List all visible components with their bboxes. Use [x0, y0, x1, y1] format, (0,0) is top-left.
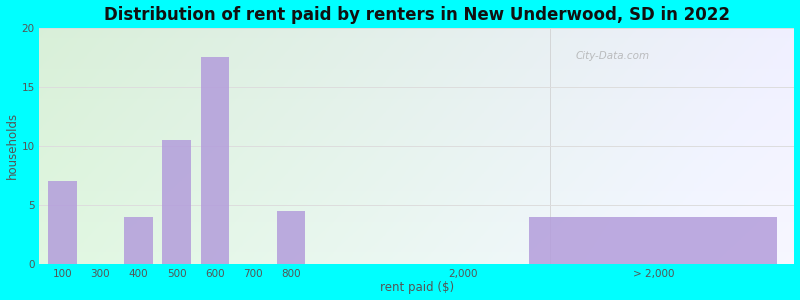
Bar: [201, 57, 229, 264]
X-axis label: rent paid ($): rent paid ($): [380, 281, 454, 294]
Text: City-Data.com: City-Data.com: [575, 51, 650, 61]
Title: Distribution of rent paid by renters in New Underwood, SD in 2022: Distribution of rent paid by renters in …: [104, 6, 730, 24]
Bar: [124, 217, 153, 264]
Bar: [277, 211, 306, 264]
Bar: [48, 181, 77, 264]
Y-axis label: households: households: [6, 112, 18, 179]
Bar: [162, 140, 191, 264]
Bar: [530, 217, 778, 264]
